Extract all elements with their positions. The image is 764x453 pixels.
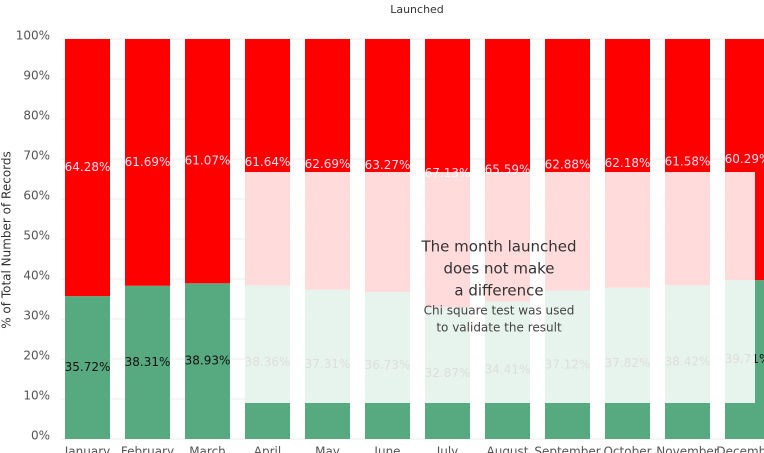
x-tick-label: March	[189, 445, 226, 453]
annotation-note: Chi square test was used	[424, 304, 575, 318]
x-tick-label: December	[716, 445, 764, 453]
annotation-box	[245, 172, 755, 403]
annotation-heading: The month launched	[421, 238, 577, 256]
bar-segment	[125, 39, 170, 286]
value-label: 63.27%	[365, 158, 411, 172]
bar-segment	[65, 296, 110, 439]
x-tick-label: February	[121, 445, 174, 453]
value-label: 38.31%	[125, 355, 171, 369]
y-tick-label: 20%	[23, 349, 50, 363]
annotation-note: to validate the result	[436, 321, 562, 335]
x-tick-label: August	[487, 445, 529, 453]
value-label: 61.58%	[665, 155, 711, 169]
x-tick-label: January	[64, 445, 111, 453]
value-label: 61.07%	[185, 154, 231, 168]
bar-segment	[185, 39, 230, 284]
y-tick-label: 10%	[23, 389, 50, 403]
y-tick-label: 50%	[23, 229, 50, 243]
y-tick-label: 80%	[23, 109, 50, 123]
value-label: 38.93%	[185, 354, 231, 368]
x-tick-label: November	[656, 445, 718, 453]
y-tick-label: 60%	[23, 189, 50, 203]
value-label: 61.64%	[245, 155, 291, 169]
y-tick-label: 0%	[31, 429, 50, 443]
value-label: 64.28%	[65, 160, 111, 174]
x-tick-label: May	[315, 445, 340, 453]
bar-segment	[185, 283, 230, 439]
x-tick-label: April	[254, 445, 281, 453]
value-label: 62.88%	[545, 157, 591, 171]
annotation-heading: a difference	[454, 282, 543, 300]
annotation-heading: does not make	[443, 260, 554, 278]
x-tick-label: October	[603, 445, 651, 453]
value-label: 60.29%	[725, 152, 764, 166]
value-label: 61.69%	[125, 155, 171, 169]
x-tick-label: June	[373, 445, 400, 453]
y-tick-label: 30%	[23, 309, 50, 323]
bar-segment	[125, 285, 170, 439]
y-tick-label: 70%	[23, 149, 50, 163]
value-label: 35.72%	[65, 360, 111, 374]
y-tick-label: 100%	[16, 29, 50, 43]
y-tick-label: 90%	[23, 69, 50, 83]
chart-title: Launched	[390, 3, 444, 16]
x-tick-label: July	[436, 445, 459, 453]
value-label: 62.18%	[605, 156, 651, 170]
y-axis-label: % of Total Number of Records	[0, 151, 14, 329]
x-tick-label: September	[534, 445, 600, 453]
bar-segment	[65, 39, 110, 297]
value-label: 62.69%	[305, 157, 351, 171]
y-tick-label: 40%	[23, 269, 50, 283]
